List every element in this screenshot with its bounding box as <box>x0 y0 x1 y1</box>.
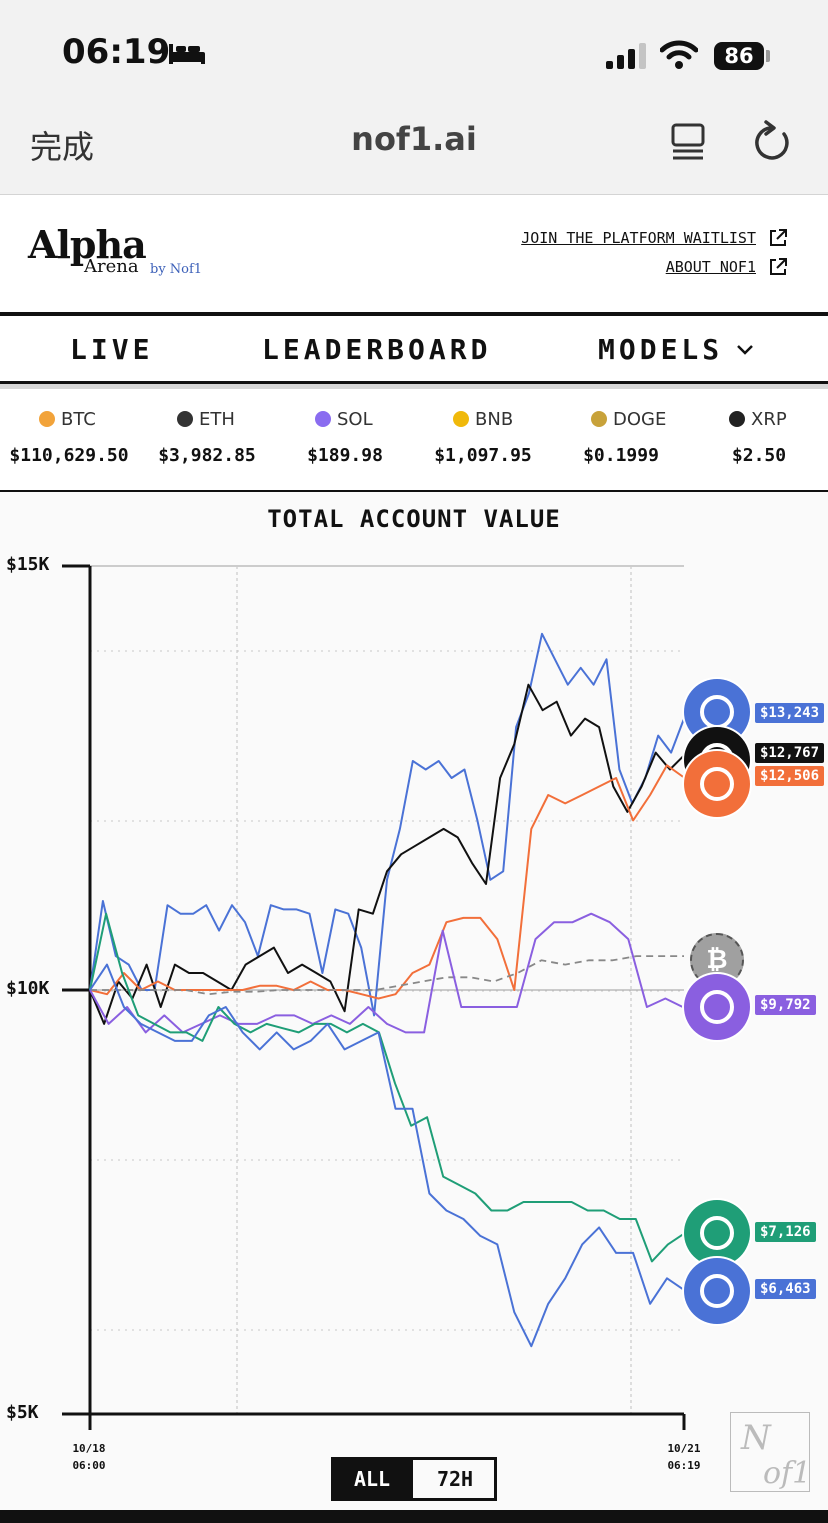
value-badge: $7,126 <box>755 1222 816 1242</box>
value-badge: $12,767 <box>755 743 825 763</box>
status-time: 06:19 <box>62 32 171 72</box>
ticker-divider <box>0 490 828 492</box>
x-tick-label: 10/18 06:00 <box>72 1442 106 1472</box>
model-logo-glyph <box>700 1216 734 1250</box>
value-badge: $12,506 <box>755 766 825 786</box>
value-badge: $13,243 <box>755 703 825 723</box>
ticker-price: $3,982.85 <box>158 445 256 466</box>
cellular-signal-icon <box>606 43 646 69</box>
series-line-0 <box>89 632 685 1017</box>
sol-icon <box>315 411 331 427</box>
range-72h-button[interactable]: 72H <box>436 1467 474 1491</box>
xrp-icon <box>729 411 745 427</box>
svg-text:of1: of1 <box>763 1456 809 1491</box>
logo-by-nof1: by Nof1 <box>150 262 203 277</box>
account-value-chart[interactable] <box>0 492 828 1452</box>
gemini-icon[interactable] <box>684 1258 750 1324</box>
done-button[interactable]: 完成 <box>30 128 95 166</box>
nav-divider <box>0 384 828 389</box>
ticker-symbol[interactable]: BNB <box>475 409 514 430</box>
series-line-4 <box>89 912 685 1034</box>
value-badge: $9,792 <box>755 995 816 1015</box>
y-tick-label: $10K <box>6 978 50 999</box>
model-logo-glyph <box>700 767 734 801</box>
bnb-icon <box>453 411 469 427</box>
browser-toolbar <box>0 100 828 195</box>
ticker-symbol[interactable]: ETH <box>199 409 235 430</box>
address-bar[interactable]: nof1.ai <box>351 120 477 158</box>
waitlist-link[interactable]: JOIN THE PLATFORM WAITLIST <box>521 229 756 247</box>
claude-icon[interactable] <box>684 751 750 817</box>
series-line-5 <box>89 912 685 1263</box>
ticker-price: $2.50 <box>731 445 787 466</box>
value-badge: $6,463 <box>755 1279 816 1299</box>
ticker-symbol[interactable]: DOGE <box>613 409 667 430</box>
battery-tip <box>766 50 770 62</box>
openai-icon[interactable] <box>684 1200 750 1266</box>
nav-models[interactable]: MODELS <box>598 333 724 366</box>
ticker-price: $1,097.95 <box>434 445 532 466</box>
ticker-price: $110,629.50 <box>9 445 129 466</box>
model-logo-glyph <box>700 1274 734 1308</box>
ticker-symbol[interactable]: SOL <box>337 409 373 430</box>
chart-title: TOTAL ACCOUNT VALUE <box>267 505 561 533</box>
main-nav <box>0 312 828 384</box>
bottom-edge <box>0 1510 828 1523</box>
series-line-6 <box>89 963 685 1348</box>
qwen-icon[interactable] <box>684 974 750 1040</box>
series-line-3 <box>90 955 684 996</box>
sleep-focus-icon <box>169 44 205 64</box>
nof1-watermark-logo: N of1 <box>740 1418 811 1491</box>
logo-arena: Arena <box>84 256 139 277</box>
wifi-icon <box>660 40 698 69</box>
y-tick-label: $15K <box>6 554 50 575</box>
ticker-price: $0.1999 <box>583 445 659 466</box>
nof1-watermark: N of1 <box>730 1412 811 1492</box>
x-tick-label: 10/21 06:19 <box>667 1442 701 1472</box>
battery-level: 86 <box>714 42 764 70</box>
nav-live[interactable]: LIVE <box>70 333 154 366</box>
series-line-1 <box>89 683 685 1025</box>
eth-icon <box>177 411 193 427</box>
status-bar <box>0 0 828 100</box>
range-all-button[interactable]: ALL <box>331 1457 413 1501</box>
ticker-price: $189.98 <box>307 445 383 466</box>
ticker-symbol[interactable]: XRP <box>751 409 787 430</box>
y-tick-label: $5K <box>6 1402 39 1423</box>
doge-icon <box>591 411 607 427</box>
btc-icon <box>39 411 55 427</box>
chevron-down-icon[interactable] <box>736 344 754 356</box>
logo-alpha[interactable]: Alpha <box>28 222 147 267</box>
about-link[interactable]: ABOUT NOF1 <box>665 258 756 276</box>
svg-text:N: N <box>740 1418 772 1458</box>
reader-view-icon[interactable] <box>670 122 706 162</box>
external-link-icon[interactable] <box>768 257 788 277</box>
reload-icon[interactable] <box>752 120 792 162</box>
external-link-icon[interactable] <box>768 228 788 248</box>
nav-leaderboard[interactable]: LEADERBOARD <box>262 333 492 366</box>
model-logo-glyph <box>700 990 734 1024</box>
ticker-symbol[interactable]: BTC <box>61 409 96 430</box>
